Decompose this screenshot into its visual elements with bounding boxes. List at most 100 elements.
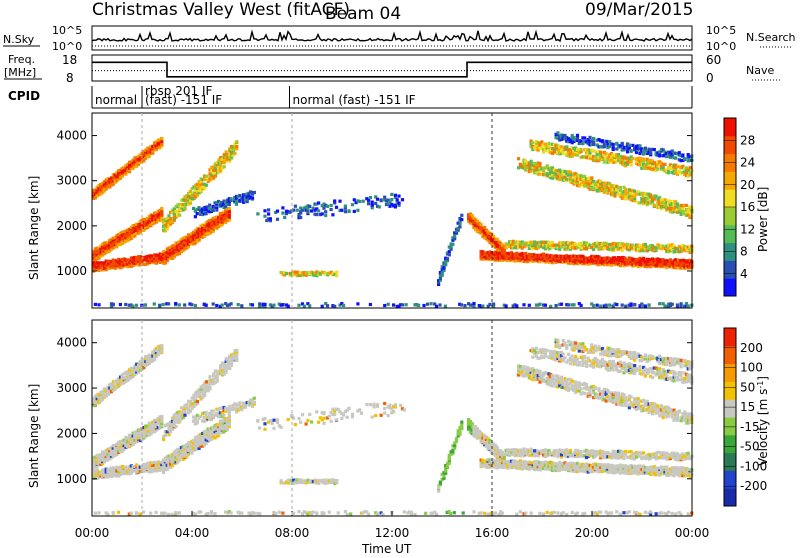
frequency-series-line bbox=[92, 62, 692, 77]
nave-label: Nave bbox=[746, 64, 774, 77]
data-cell bbox=[194, 304, 197, 307]
nave-tick-bottom: 0 bbox=[706, 71, 714, 85]
data-cell bbox=[317, 421, 320, 424]
data-cell bbox=[613, 194, 616, 197]
data-cell bbox=[212, 302, 215, 305]
data-cell bbox=[633, 303, 636, 306]
data-cell bbox=[655, 246, 658, 249]
data-cell bbox=[222, 414, 225, 417]
data-cell bbox=[458, 431, 461, 434]
data-cell bbox=[223, 165, 226, 168]
data-cell bbox=[263, 303, 266, 306]
data-cell bbox=[205, 380, 208, 383]
data-cell bbox=[169, 217, 172, 220]
data-cell bbox=[460, 218, 463, 221]
data-cell bbox=[189, 190, 192, 193]
data-cell bbox=[183, 410, 186, 413]
data-cell bbox=[356, 302, 359, 305]
data-cell bbox=[272, 427, 275, 430]
data-cell bbox=[342, 304, 345, 307]
data-cell bbox=[322, 411, 325, 414]
data-cell bbox=[453, 235, 456, 238]
data-cell bbox=[531, 141, 534, 144]
data-cell bbox=[281, 303, 284, 306]
data-cell bbox=[269, 217, 272, 220]
noise-tick-top-left: 10^5 bbox=[52, 24, 82, 37]
data-cell bbox=[328, 415, 331, 418]
data-cell bbox=[214, 174, 217, 177]
data-cell bbox=[131, 305, 134, 308]
data-cell bbox=[403, 408, 406, 411]
data-cell bbox=[299, 216, 302, 219]
data-cell bbox=[353, 210, 356, 213]
data-cell bbox=[380, 414, 383, 417]
data-cell bbox=[183, 414, 186, 417]
nsky-label: N.Sky bbox=[3, 33, 35, 46]
data-cell bbox=[599, 305, 602, 308]
data-cell bbox=[153, 358, 156, 361]
data-cell bbox=[276, 210, 279, 213]
data-cell bbox=[669, 258, 672, 261]
nave-tick-top: 60 bbox=[706, 53, 721, 67]
data-cell bbox=[160, 344, 163, 347]
data-cell bbox=[683, 157, 686, 160]
data-cell bbox=[562, 152, 565, 155]
data-cell bbox=[369, 403, 372, 406]
data-cell bbox=[308, 205, 311, 208]
data-cell bbox=[340, 417, 343, 420]
data-cell bbox=[228, 203, 231, 206]
data-cell bbox=[392, 303, 395, 306]
data-cell bbox=[212, 410, 215, 413]
data-cell bbox=[622, 146, 625, 149]
data-cell bbox=[308, 304, 311, 307]
data-cell bbox=[362, 200, 365, 203]
data-cell bbox=[253, 401, 256, 404]
data-cell bbox=[394, 194, 397, 197]
data-cell bbox=[217, 432, 220, 435]
data-cell bbox=[521, 252, 524, 255]
data-cell bbox=[240, 304, 243, 307]
data-cell bbox=[374, 202, 377, 205]
data-cell bbox=[135, 304, 138, 307]
data-cell bbox=[347, 209, 350, 212]
data-cell bbox=[394, 403, 397, 406]
data-cell bbox=[196, 212, 199, 215]
data-cell bbox=[674, 157, 677, 160]
data-cell bbox=[390, 198, 393, 201]
data-cell bbox=[330, 204, 333, 207]
data-cell bbox=[642, 152, 645, 155]
noise-tick-bottom-right: 10^0 bbox=[706, 40, 736, 53]
data-cell bbox=[303, 305, 306, 308]
data-cell bbox=[560, 303, 563, 306]
data-cell bbox=[351, 203, 354, 206]
data-cell bbox=[642, 257, 645, 260]
data-cell bbox=[676, 202, 679, 205]
data-cell bbox=[644, 147, 647, 150]
data-cell bbox=[619, 186, 622, 189]
data-cell bbox=[441, 274, 444, 277]
data-cell bbox=[160, 137, 163, 140]
data-cell bbox=[178, 214, 181, 217]
data-cell bbox=[448, 462, 451, 465]
data-cell bbox=[310, 209, 313, 212]
data-cell bbox=[175, 425, 178, 428]
data-cell bbox=[572, 303, 575, 306]
data-cell bbox=[251, 196, 254, 199]
data-cell bbox=[446, 257, 449, 260]
data-cell bbox=[631, 157, 634, 160]
data-cell bbox=[235, 140, 238, 143]
data-cell bbox=[280, 426, 283, 429]
data-cell bbox=[601, 139, 604, 142]
data-cell bbox=[331, 213, 334, 216]
data-cell bbox=[324, 210, 327, 213]
data-cell bbox=[621, 142, 624, 145]
frequency-panel: Freq. [MHz] 18 8 60 0 Nave bbox=[4, 53, 780, 85]
data-cell bbox=[512, 240, 515, 243]
data-cell bbox=[488, 303, 491, 306]
data-cell bbox=[653, 198, 656, 201]
data-cell bbox=[583, 136, 586, 139]
data-cell bbox=[160, 211, 163, 214]
data-cell bbox=[253, 397, 256, 400]
data-cell bbox=[671, 303, 674, 306]
